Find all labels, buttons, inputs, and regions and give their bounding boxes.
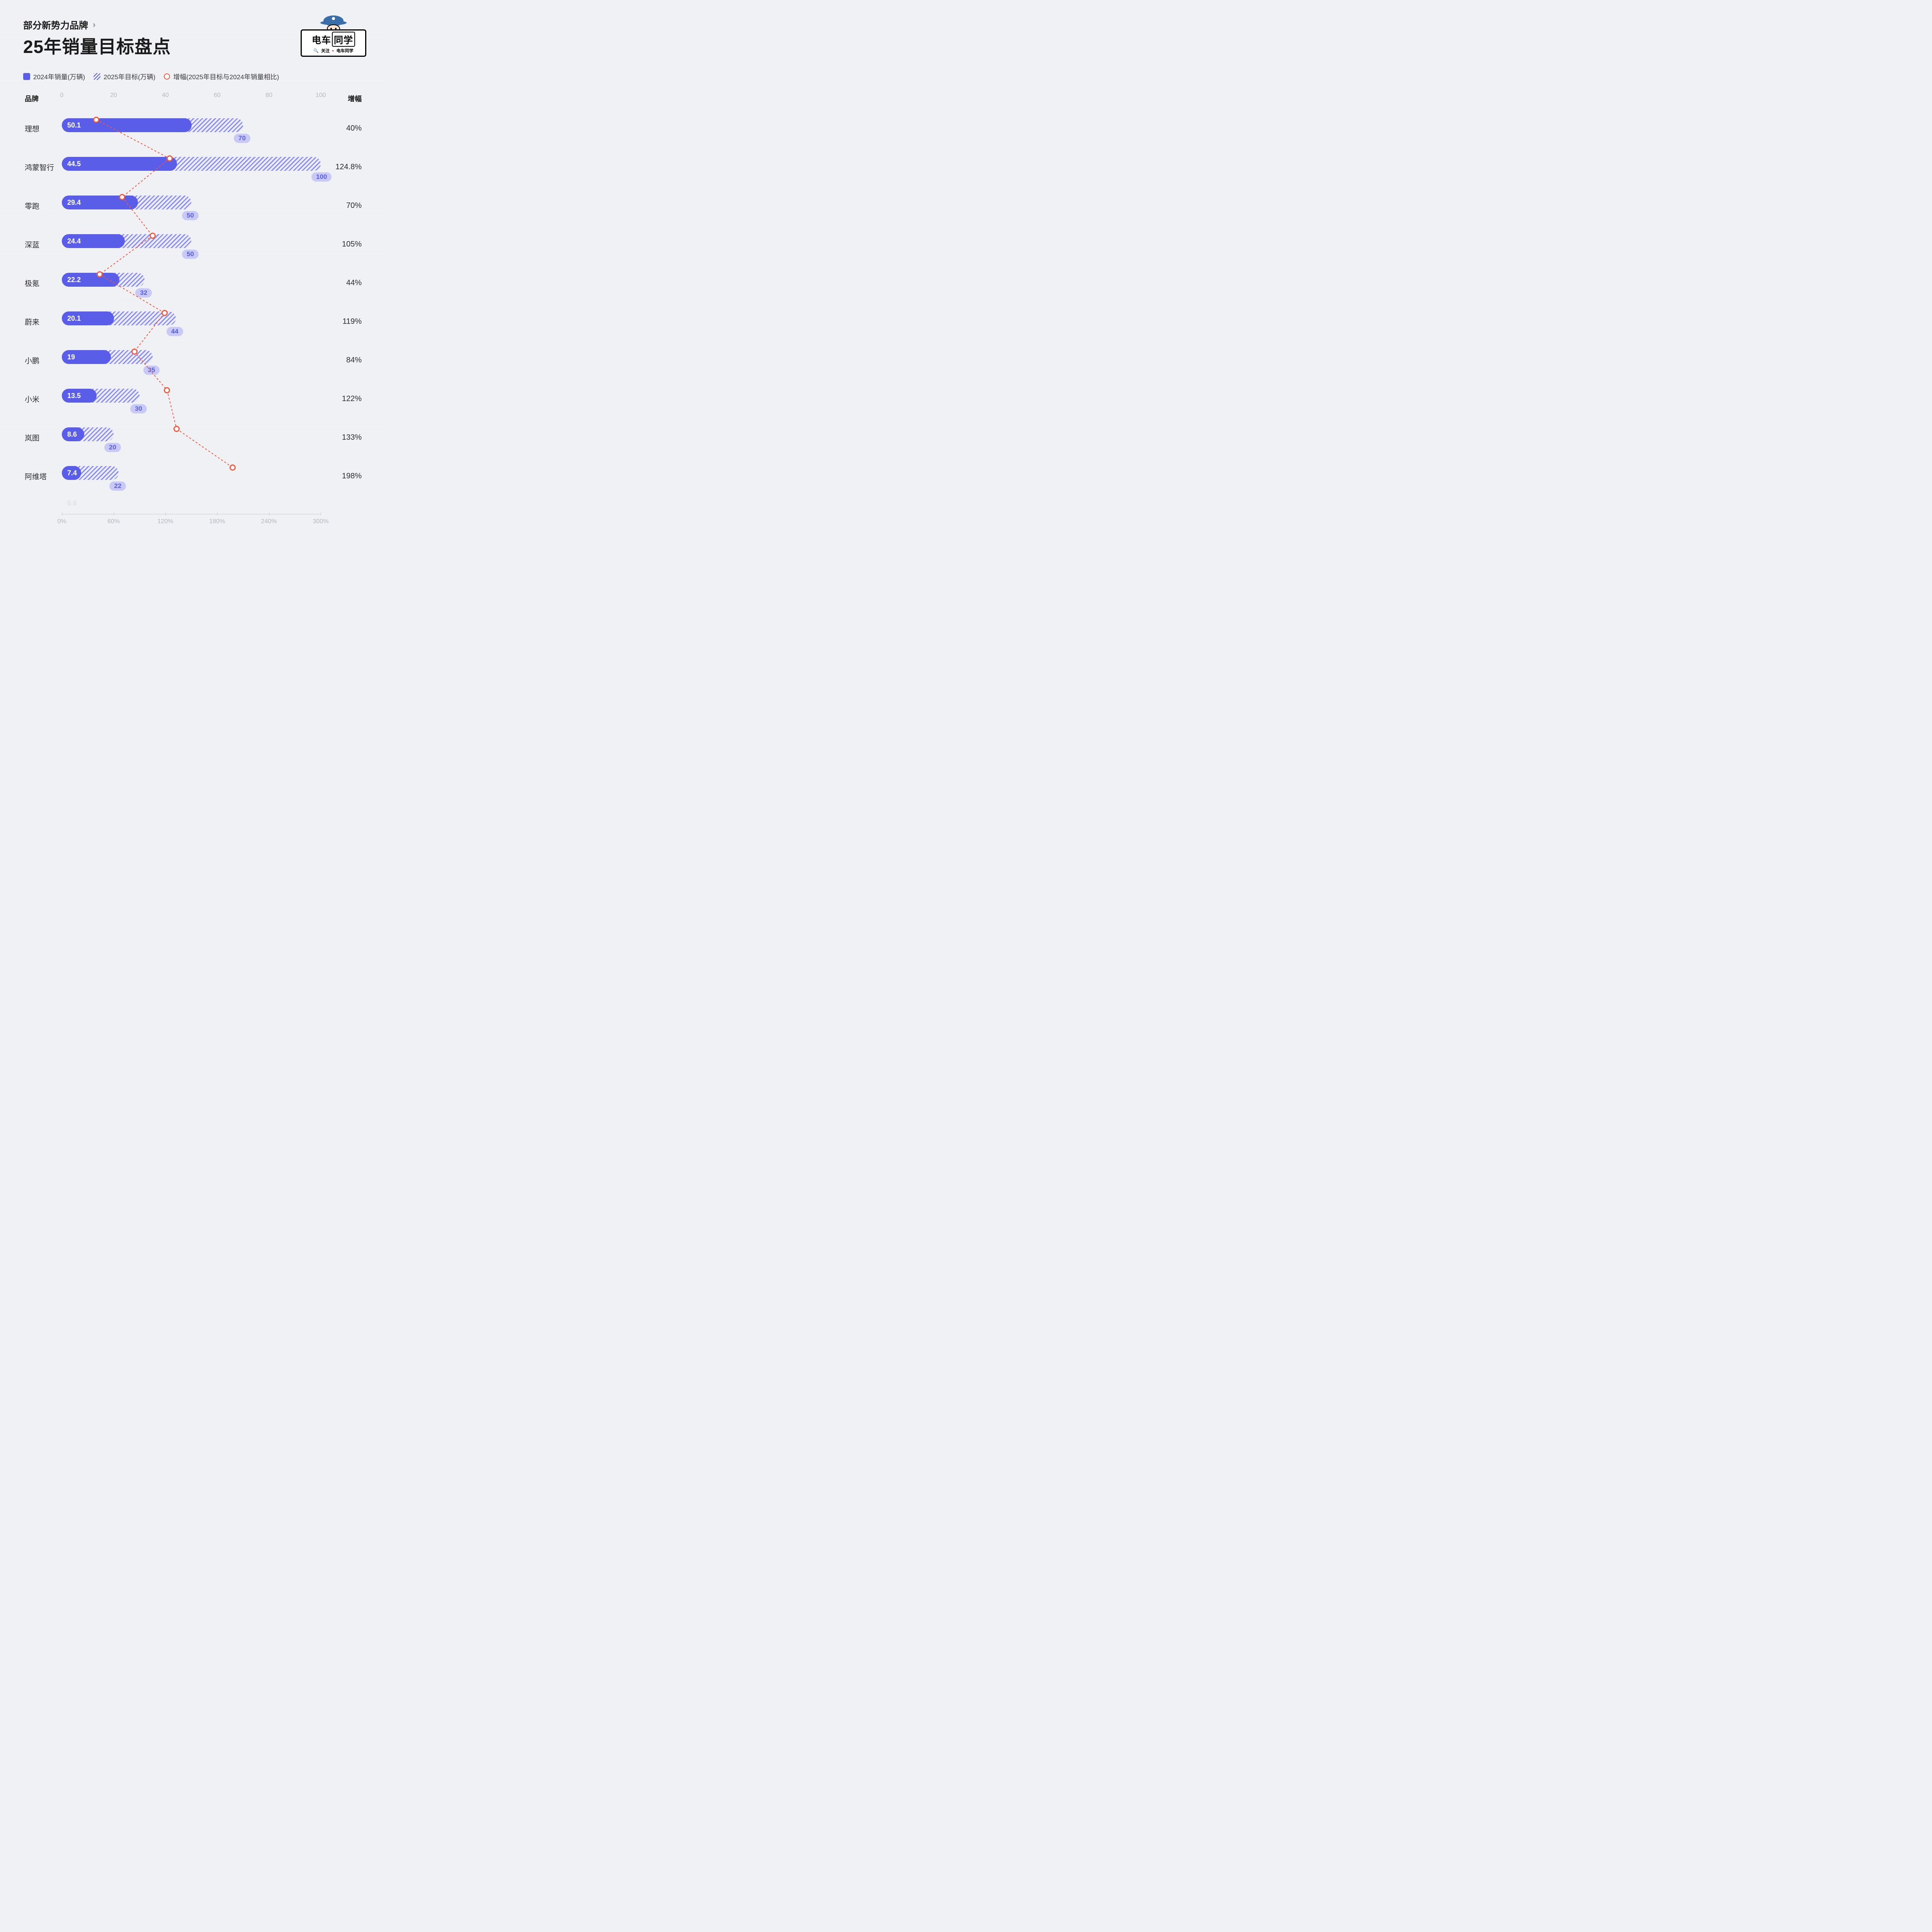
axis-bottom-tick: 120% [158,518,173,525]
sales-value: 13.5 [67,389,81,403]
axis-top: 020406080100 [62,90,321,104]
brand-label: 零跑 [23,201,62,211]
target-value-pill: 50 [182,250,199,259]
bar-cell: 24.4 50 [62,225,321,264]
growth-value: 105% [321,240,363,249]
chart-row: 理想 50.1 70 40% [23,109,363,148]
search-icon: 🔍 [313,48,319,53]
bar-cell: 8.6 20 [62,418,321,457]
brand-label: 极氪 [23,278,62,288]
logo-sub-2: 电车同学 [337,48,354,54]
axis-top-tick: 100 [316,92,326,99]
target-value-pill: 32 [135,288,152,298]
sales-value: 20.1 [67,311,81,325]
growth-value: 122% [321,395,363,403]
chart-row: 蔚来 20.1 44 119% [23,302,363,341]
target-value-pill: 35 [143,366,160,375]
axis-bottom-tick: 300% [313,518,329,525]
growth-value: 40% [321,124,363,133]
sales-value: 7.4 [67,466,77,480]
legend-label-growth: 增幅(2025年目标与2024年销量相比) [173,71,279,81]
bar-cell: 7.4 22 [62,457,321,495]
dot-icon: ● [332,49,334,53]
growth-value: 198% [321,472,363,481]
brand-label: 小鹏 [23,355,62,366]
column-header-growth: 增幅 [321,90,363,109]
axis-top-tick: 20 [110,92,117,99]
axis-top-tick: 40 [162,92,169,99]
axis-bottom-tick: 180% [209,518,225,525]
bar-cell: 13.5 30 [62,379,321,418]
bar-sales [62,118,192,132]
chart-row: 深蓝 24.4 50 105% [23,225,363,264]
brand-label: 鸿蒙智行 [23,162,62,172]
axis-top-tick: 80 [265,92,272,99]
column-header-brand: 品牌 [23,90,62,109]
bar-cell: 44.5100 [62,148,321,186]
growth-value: 84% [321,356,363,365]
axis-bottom-tickmark [217,512,218,515]
chart-row: 小米 13.5 30 122% [23,379,363,418]
sales-value: 24.4 [67,234,81,248]
chart-row: 极氪 22.2 32 44% [23,264,363,302]
legend-swatch-sales [23,73,30,80]
target-value-pill: 22 [109,481,126,491]
axis-bottom-tick: 0% [57,518,66,525]
chevron-right-icon: › [93,20,95,30]
chart-row: 阿维塔 7.4 22 198% [23,457,363,495]
sales-value: 44.5 [67,157,81,171]
legend-swatch-target [94,73,100,80]
bar-cell: 20.1 44 [62,302,321,341]
bar-cell: 1935 [62,341,321,379]
bar-cell: 29.4 50 [62,186,321,225]
sales-value: 29.4 [67,196,81,209]
brand-label: 理想 [23,123,62,134]
axis-bottom-tick: 240% [261,518,277,525]
target-value-pill: 100 [311,172,332,182]
chart-row: 零跑 29.4 50 70% [23,186,363,225]
bar-cell: 50.1 70 [62,109,321,148]
growth-value: 70% [321,201,363,210]
brand-label: 小米 [23,394,62,404]
logo-text-1: 电车 [312,35,331,46]
axis-bottom-tick: 60% [107,518,120,525]
axis-top-tick: 60 [214,92,221,99]
growth-value: 124.8% [321,163,363,172]
chart-row: 岚图 8.6 20 133% [23,418,363,457]
axis-bottom: 0%60%120%180%240%300% [62,514,321,533]
sales-value: 19 [67,350,75,364]
header-subtitle: 部分新势力品牌 [23,18,88,31]
bar-cell: 22.2 32 [62,264,321,302]
target-value-pill: 44 [167,327,183,336]
ghost-value: 6.6 [62,495,321,511]
legend-label-target: 2025年目标(万辆) [104,71,155,81]
legend-label-sales: 2024年销量(万辆) [33,71,85,81]
legend: 2024年销量(万辆) 2025年目标(万辆) 增幅(2025年目标与2024年… [23,71,363,81]
sales-value: 22.2 [67,273,81,287]
brand-label: 蔚来 [23,316,62,327]
brand-logo: 电车同学 🔍 关注 ● 电车同学 [301,11,366,57]
target-value-pill: 50 [182,211,199,220]
target-value-pill: 20 [104,443,121,452]
chart: 品牌 020406080100 增幅 理想50.17040%鸿蒙智行44.510… [23,90,363,533]
brand-label: 岚图 [23,432,62,443]
sales-value: 50.1 [67,118,81,132]
target-value-pill: 70 [234,134,250,143]
logo-text-2: 同学 [332,32,355,47]
legend-swatch-growth [164,73,170,80]
growth-value: 133% [321,433,363,442]
sales-value: 8.6 [67,427,77,441]
chart-row: 鸿蒙智行44.5100124.8% [23,148,363,186]
growth-value: 119% [321,317,363,326]
growth-value: 44% [321,279,363,287]
chart-row: 小鹏193584% [23,341,363,379]
brand-label: 深蓝 [23,239,62,250]
axis-top-tick: 0 [60,92,64,99]
logo-sub-1: 关注 [321,48,330,54]
target-value-pill: 30 [130,404,147,413]
axis-bottom-tickmark [165,512,166,515]
brand-label: 阿维塔 [23,471,62,481]
